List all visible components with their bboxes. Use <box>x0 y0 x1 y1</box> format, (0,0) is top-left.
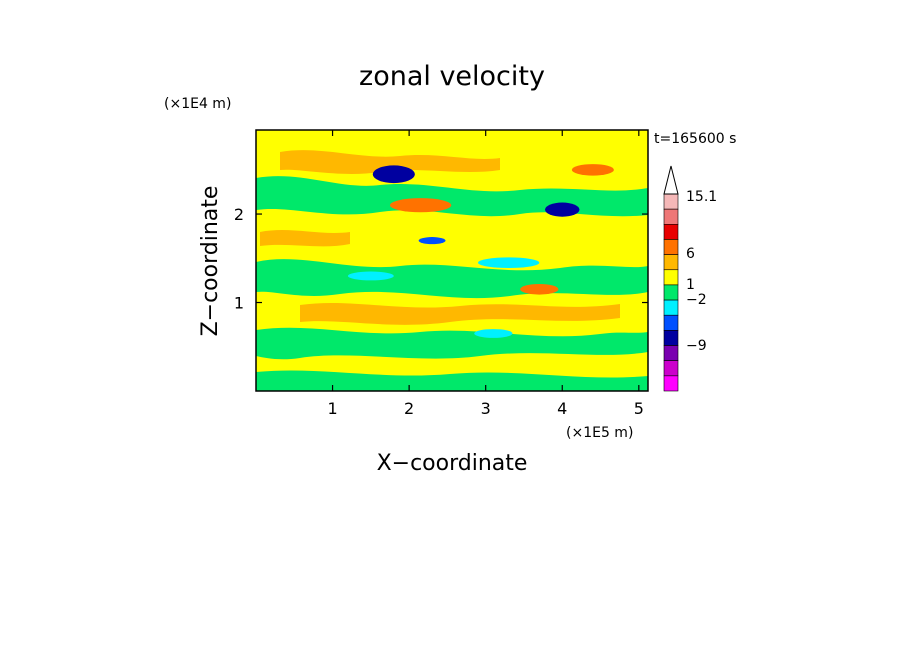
x-tick-label: 4 <box>557 399 567 418</box>
colorbar-segment <box>663 239 679 255</box>
colorbar-segment <box>663 299 679 316</box>
colorbar: 15.1 6 1−2 −9 <box>663 165 717 392</box>
colorbar-segment <box>663 193 679 210</box>
contour-region <box>372 165 415 184</box>
contour-region <box>418 237 446 245</box>
x-tick-label: 1 <box>327 399 337 418</box>
colorbar-segment <box>663 224 679 240</box>
y-axis-ticks: 12 <box>234 205 648 313</box>
contour-region <box>478 257 540 269</box>
y-axis-label: Z−coordinate <box>198 186 223 337</box>
x-axis-label: X−coordinate <box>377 451 528 476</box>
x-tick-label: 2 <box>404 399 414 418</box>
time-label: t=165600 s <box>654 131 736 147</box>
colorbar-segment <box>663 284 679 301</box>
band-orange-left <box>260 230 350 247</box>
y-tick-label: 1 <box>234 294 244 313</box>
y-tick-label: 2 <box>234 205 244 224</box>
colorbar-segment <box>663 330 679 346</box>
contour-region <box>474 329 513 338</box>
colorbar-segment <box>663 360 679 377</box>
y-scale-label: (×1E4 m) <box>164 96 231 112</box>
contour-region <box>347 271 394 281</box>
band-green-lower <box>256 327 648 360</box>
band-orange-lower <box>300 302 620 325</box>
colorbar-extend-arrow <box>663 165 679 195</box>
x-tick-label: 3 <box>481 399 491 418</box>
colorbar-segment <box>663 208 679 225</box>
colorbar-label: 15.1 <box>686 189 717 205</box>
band-green-bottom <box>256 370 648 391</box>
colorbar-label: 6 <box>686 246 695 262</box>
colorbar-label: −2 <box>686 292 707 308</box>
colorbar-segment <box>663 314 679 331</box>
colorbar-segment <box>663 254 679 271</box>
contour-regions <box>347 164 614 338</box>
colorbar-segment <box>663 269 679 286</box>
contour-region <box>520 283 559 295</box>
colorbar-segment <box>663 375 679 392</box>
colorbar-label: −9 <box>686 338 707 354</box>
plot-frame <box>255 129 649 392</box>
x-tick-label: 5 <box>634 399 644 418</box>
band-orange-top <box>280 150 500 174</box>
colorbar-label: 1 <box>686 277 695 293</box>
x-axis-ticks: 1 2 3 4 5 <box>327 130 644 418</box>
x-scale-label: (×1E5 m) <box>566 425 633 441</box>
contour-region <box>571 164 614 176</box>
chart-title: zonal velocity <box>359 61 545 92</box>
contour-region <box>545 202 580 217</box>
colorbar-segment <box>663 345 679 361</box>
contour-region <box>389 198 452 213</box>
